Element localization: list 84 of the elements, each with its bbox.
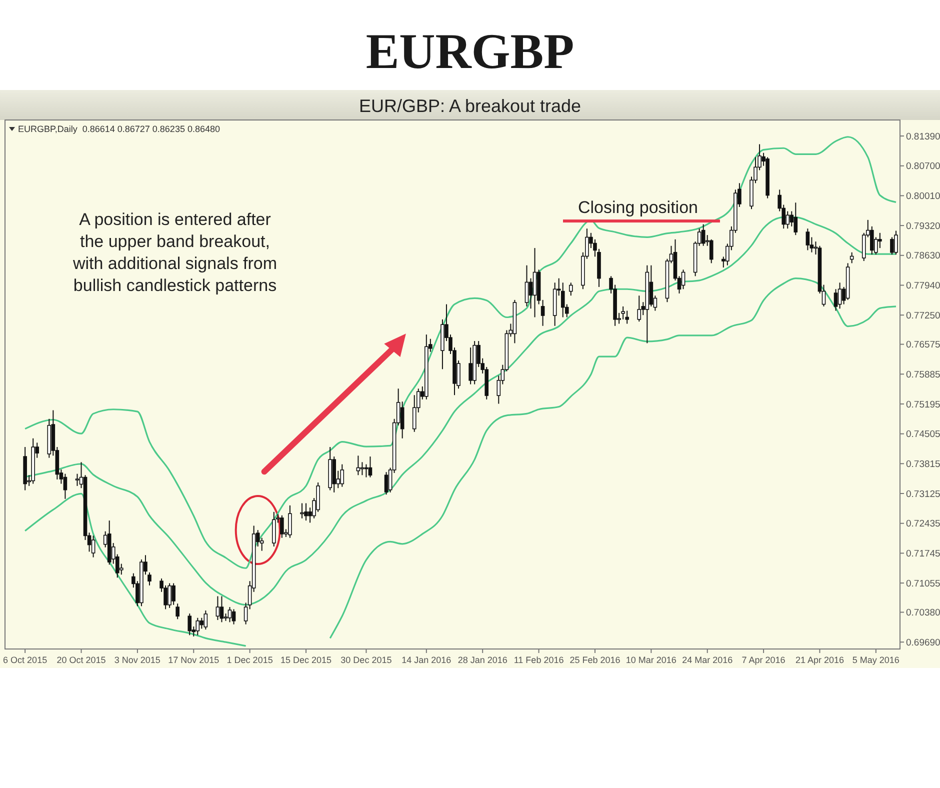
candlestick: [75, 473, 80, 486]
candlestick: [568, 282, 573, 296]
candlestick: [304, 502, 308, 522]
candlestick: [838, 282, 842, 310]
x-tick-label: 15 Dec 2015: [280, 655, 332, 665]
y-tick-label: 0.81390: [906, 131, 940, 142]
annotation: EURGBP,Daily 0.86614 0.86727 0.86235 0.86480: [18, 124, 220, 134]
y-tick-label: 0.80700: [906, 161, 940, 172]
x-tick-label: 10 Mar 2016: [626, 655, 676, 665]
candlestick: [172, 582, 176, 606]
y-tick-label: 0.73125: [906, 488, 940, 500]
candlestick: [806, 228, 810, 251]
candlestick: [200, 617, 204, 630]
y-tick-label: 0.75885: [906, 369, 940, 380]
annotation: A position is entered after the upper band breakout, with additional signals from bullish candlestick patterns: [72, 210, 278, 295]
y-tick-label: 0.80010: [906, 191, 940, 202]
y-tick-label: 0.74505: [906, 429, 940, 440]
x-tick-label: 30 Dec 2015: [340, 655, 392, 665]
x-tick-label: 28 Jan 2016: [458, 655, 508, 665]
candlestick: [834, 288, 838, 312]
candlestick: [228, 606, 232, 623]
x-tick-label: 14 Jan 2016: [402, 655, 452, 665]
candlestick: [681, 269, 686, 290]
x-tick-label: 24 Mar 2016: [682, 655, 733, 665]
candlestick: [232, 608, 236, 625]
y-tick-label: 0.69690: [906, 637, 940, 648]
candlestick: [63, 473, 68, 500]
y-tick-label: 0.79320: [906, 220, 940, 232]
candlestick: [709, 238, 714, 264]
candlestick: [532, 248, 537, 318]
x-tick-label: 25 Feb 2016: [570, 655, 620, 665]
candlestick: [468, 347, 472, 385]
candlestick: [220, 596, 224, 623]
candlestick: [621, 306, 625, 320]
x-tick-label: 11 Feb 2016: [514, 655, 564, 665]
candlestick: [280, 514, 284, 538]
candlestick: [148, 572, 152, 586]
y-tick-label: 0.71055: [906, 578, 940, 590]
candlestick: [368, 456, 372, 478]
candlestick: [701, 224, 706, 246]
x-tick-label: 5 May 2016: [852, 655, 900, 665]
candlestick: [168, 582, 172, 608]
candlestick: [272, 511, 276, 547]
x-tick-label: 17 Nov 2015: [168, 655, 220, 665]
candlestick: [300, 502, 304, 519]
candlestick: [786, 210, 790, 230]
candlestick: [890, 236, 894, 256]
candlestick: [794, 202, 798, 236]
candlestick: [560, 282, 565, 318]
candlestick: [524, 264, 529, 307]
y-tick-label: 0.78630: [906, 250, 940, 262]
candlestick: [878, 232, 882, 249]
candlestick: [176, 603, 180, 620]
candlestick: [384, 472, 388, 496]
candlestick: [340, 464, 344, 488]
candlestick: [288, 504, 292, 538]
candlestick: [649, 264, 654, 307]
x-tick-label: 3 Nov 2015: [114, 655, 160, 665]
chart-subtitle: EUR/GBP: A breakout trade: [358, 96, 582, 116]
candlestick: [204, 610, 208, 630]
chart-title: EURGBP: [366, 23, 574, 79]
candlestick: [540, 299, 545, 326]
y-tick-label: 0.70380: [906, 608, 940, 619]
line-series: [24, 136, 897, 569]
candlestick: [625, 310, 629, 324]
y-tick-label: 0.77940: [906, 280, 940, 292]
x-tick-label: 1 Dec 2015: [226, 655, 273, 665]
x-tick-label: 7 Apr 2016: [742, 655, 786, 665]
y-tick-label: 0.77250: [906, 310, 940, 322]
x-tick-label: 6 Oct 2015: [3, 655, 48, 665]
candlestick: [91, 535, 96, 558]
x-tick-label: 21 Apr 2016: [795, 655, 844, 665]
candlestick: [637, 295, 642, 322]
candlestick: [894, 230, 898, 256]
candlestick: [188, 613, 192, 636]
y-tick-label: 0.72435: [906, 518, 940, 530]
y-tick-label: 0.71745: [906, 548, 940, 560]
candlestick: [196, 617, 200, 636]
x-tick-label: 20 Oct 2015: [56, 655, 106, 665]
annotation: Closing position: [578, 198, 698, 217]
y-tick-label: 0.75195: [906, 399, 940, 410]
y-tick-label: 0.73815: [906, 458, 940, 470]
y-tick-label: 0.76575: [906, 340, 940, 351]
candlestick: [216, 596, 220, 621]
